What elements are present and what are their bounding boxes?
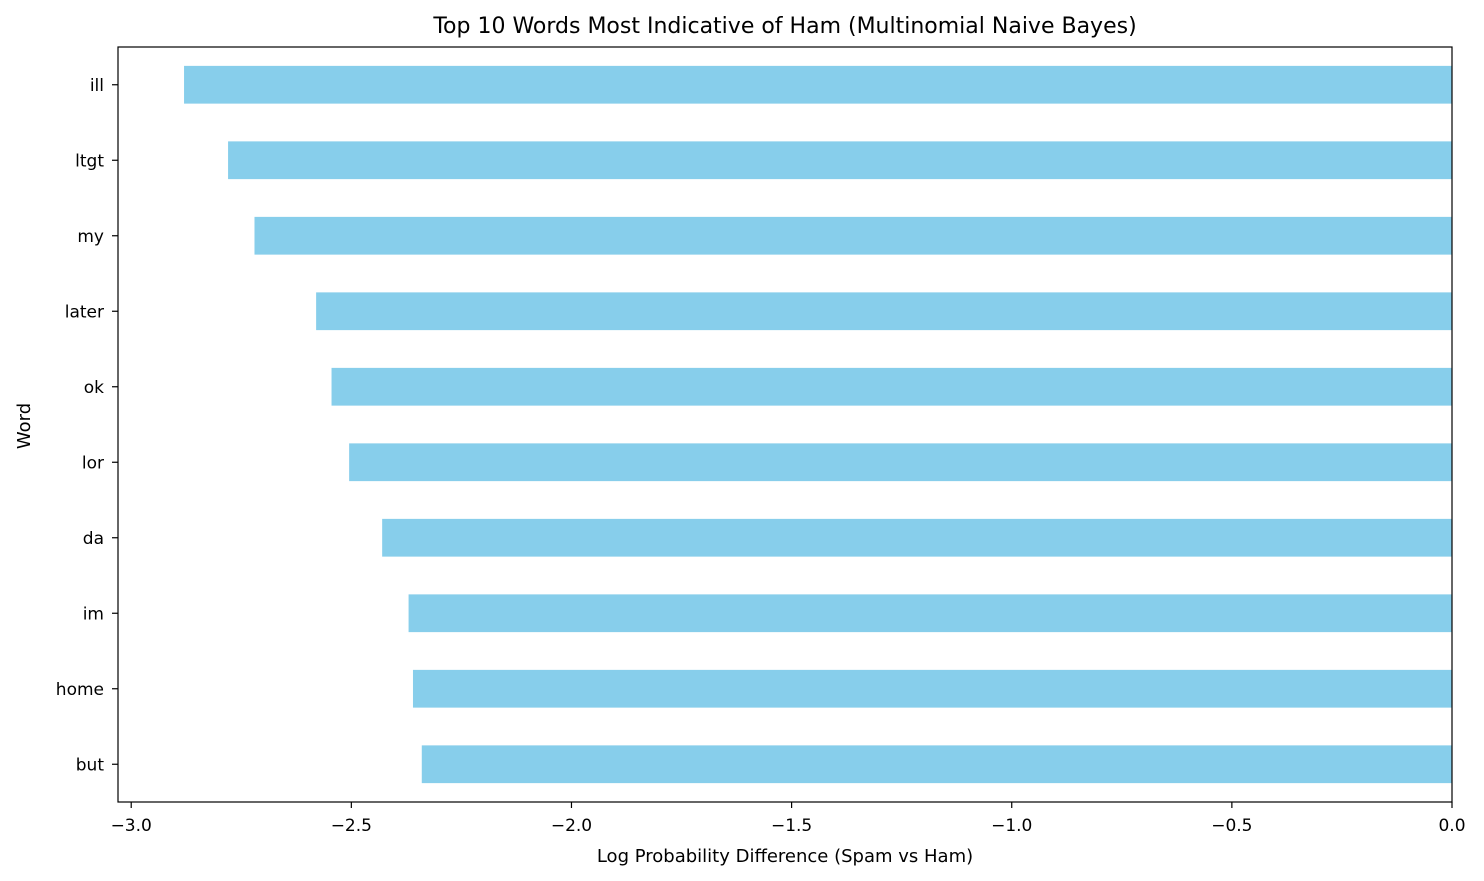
y-tick-label: ok	[84, 378, 104, 398]
y-axis-ticks: ill ltgt my later ok lor da im home but	[56, 76, 118, 775]
bar-home	[412, 669, 1452, 708]
x-tick-label: 0.0	[1438, 816, 1465, 836]
bar-da	[382, 518, 1452, 557]
y-axis-label: Word	[14, 403, 35, 449]
y-tick-label: home	[56, 680, 104, 700]
x-tick-label: −3.0	[111, 816, 152, 836]
plot-frame	[117, 46, 1453, 803]
x-tick-label: −0.5	[1211, 816, 1252, 836]
y-tick-label: lor	[82, 453, 104, 473]
y-tick-label: im	[83, 604, 104, 624]
chart-title: Top 10 Words Most Indicative of Ham (Mul…	[432, 14, 1136, 39]
bar-lor	[349, 443, 1452, 482]
bar-ltgt	[228, 141, 1452, 180]
y-tick-label: but	[76, 755, 105, 775]
y-tick-label: ltgt	[75, 151, 104, 171]
x-axis-ticks: −3.0 −2.5 −2.0 −1.5 −1.0 −0.5 0.0	[111, 802, 1466, 836]
y-tick-label: my	[77, 227, 104, 247]
x-tick-label: −2.0	[551, 816, 592, 836]
y-tick-label: later	[65, 302, 104, 322]
bar-ill	[184, 65, 1453, 104]
y-tick-label: ill	[90, 76, 104, 96]
bar-later	[316, 292, 1453, 331]
x-axis-label: Log Probability Difference (Spam vs Ham)	[597, 846, 973, 867]
x-tick-label: −1.0	[991, 816, 1032, 836]
x-tick-label: −2.5	[331, 816, 372, 836]
bar-my	[254, 216, 1453, 255]
bar-ok	[331, 367, 1452, 406]
x-tick-label: −1.5	[771, 816, 812, 836]
bar-im	[408, 594, 1453, 633]
bar-but	[421, 745, 1452, 784]
y-tick-label: da	[83, 529, 104, 549]
bars-group	[184, 65, 1453, 784]
